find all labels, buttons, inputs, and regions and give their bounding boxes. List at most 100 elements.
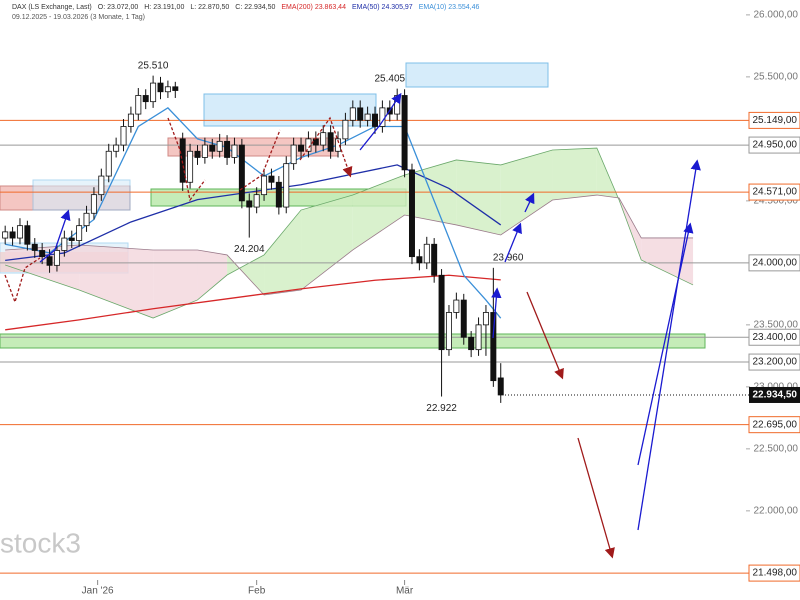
arrow: [637, 222, 694, 466]
header-item: C: 22.934,50: [235, 4, 275, 11]
candle-body: [468, 336, 475, 351]
candle-body: [268, 175, 275, 183]
candle-body: [475, 324, 482, 351]
level-label-box: [748, 416, 800, 434]
candle-body: [342, 119, 349, 140]
last-price-label: 22.934,50: [753, 390, 798, 401]
candle-body: [349, 107, 356, 121]
cloud-segment: [153, 249, 198, 319]
candle-body: [39, 250, 46, 258]
arrows: [4, 92, 701, 559]
candle-body: [497, 377, 504, 396]
arrow: [39, 209, 71, 263]
header-item: EMA(200) 23.863,44: [281, 4, 346, 11]
header-item: EMA(10) 23.554,46: [419, 4, 480, 11]
candle-body: [253, 194, 260, 208]
candle-body: [231, 144, 238, 158]
candle-body: [238, 144, 245, 202]
arrow: [637, 159, 701, 531]
plot-layer: 25.510 24.204 25.405 23.960 22.922: [0, 14, 750, 585]
ema-line: [5, 107, 502, 319]
candle-body: [24, 225, 31, 245]
level-label: 24.000,00: [753, 258, 798, 269]
candle-body: [372, 113, 378, 127]
arrow: [239, 129, 281, 191]
candle-body: [438, 274, 445, 351]
arrow: [4, 257, 41, 305]
zone-box: [0, 333, 706, 349]
level-label-box: [748, 328, 800, 346]
ema-line: [5, 164, 502, 262]
arrow: [504, 222, 522, 263]
level-label-box: [748, 111, 800, 129]
cloud-segment: [5, 245, 80, 291]
level-label: 23.400,00: [753, 332, 798, 343]
annotation: 24.204: [234, 244, 265, 255]
level-label-box: [748, 183, 800, 201]
candle-body: [224, 140, 231, 158]
candle-body: [83, 212, 90, 227]
candle-body: [298, 144, 305, 152]
cloud-line: [5, 194, 694, 296]
level-label: 21.498,00: [753, 568, 798, 579]
candle-body: [31, 243, 38, 251]
zone-box: [32, 179, 131, 211]
cloud-segment: [456, 159, 501, 235]
x-tick-label: Jan '26: [82, 586, 114, 597]
level-label: 25.149,00: [753, 115, 798, 126]
level-label: 23.200,00: [753, 357, 798, 368]
level-label-box: [748, 353, 800, 371]
annotation: 25.510: [138, 60, 169, 71]
candle-body: [408, 169, 415, 258]
candle-body: [327, 132, 334, 152]
candle-body: [283, 163, 290, 208]
arrow: [577, 437, 615, 559]
cloud-line: [5, 147, 694, 319]
candle-body: [98, 175, 105, 196]
y-tick-label: 26.000,00: [754, 10, 799, 21]
candle-body: [261, 175, 268, 196]
candle-body: [305, 138, 312, 152]
x-tick-label: Feb: [248, 586, 266, 597]
candle-body: [76, 225, 83, 241]
level-label: 24.571,00: [753, 187, 798, 198]
header-item: DAX (LS Exchange, Last): [12, 4, 92, 11]
arrow: [491, 287, 502, 339]
arrow: [359, 92, 402, 151]
candle-body: [113, 144, 120, 152]
arrow: [299, 116, 353, 178]
candle-body: [482, 312, 489, 326]
watermark: stock3: [0, 527, 81, 558]
header-item: H: 23.191,00: [144, 4, 184, 11]
y-tick-label: 25.500,00: [754, 72, 799, 83]
header-range: 09.12.2025 - 19.03.2026 (3 Monate, 1 Tag…: [12, 14, 145, 21]
candle-body: [157, 82, 164, 93]
y-tick-label: 23.500,00: [754, 320, 799, 331]
candle-body: [135, 95, 142, 115]
candle-body: [16, 225, 23, 239]
candle-body: [120, 126, 127, 146]
candle-body: [53, 250, 60, 266]
candle-body: [312, 138, 319, 146]
level-label-box: [748, 136, 800, 154]
candle-body: [127, 113, 134, 127]
annotation: 22.922: [426, 403, 457, 414]
candle-body: [209, 144, 216, 152]
candle-body: [61, 237, 68, 251]
candle-body: [416, 256, 423, 264]
candle-body: [364, 113, 371, 121]
annotation: 25.405: [374, 73, 405, 84]
candle-body: [187, 150, 194, 183]
level-label-box: [748, 254, 800, 272]
candle-body: [423, 243, 430, 264]
header-item: L: 22.870,50: [190, 4, 229, 11]
level-label: 22.695,00: [753, 419, 798, 430]
candle-body: [164, 86, 171, 93]
candle-body: [431, 243, 438, 276]
arrow: [526, 291, 564, 380]
ema-line: [5, 274, 501, 331]
y-tick-label: 22.000,00: [754, 505, 799, 516]
candle-body: [445, 312, 452, 351]
cloud-segment: [352, 174, 405, 250]
